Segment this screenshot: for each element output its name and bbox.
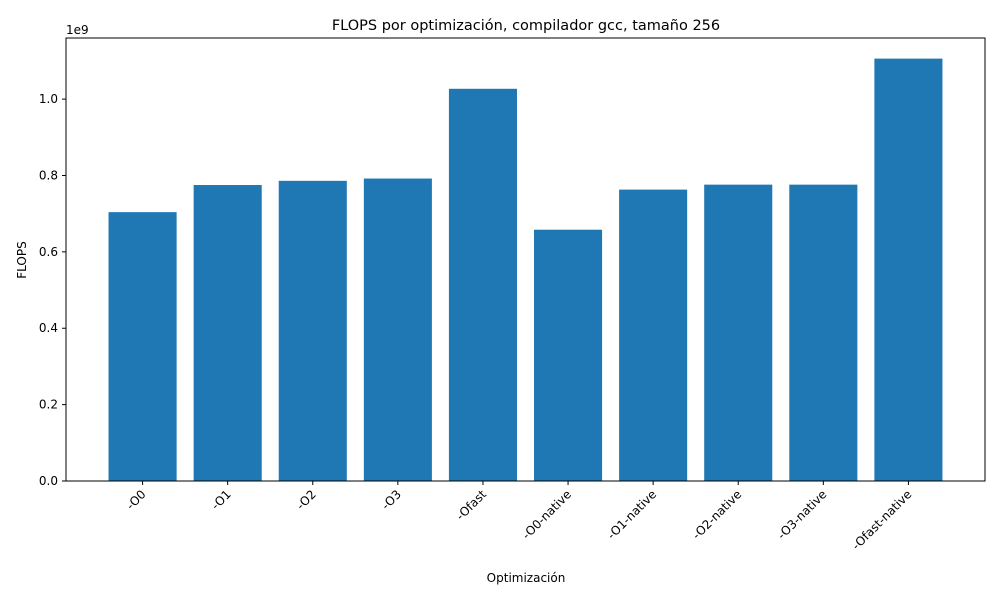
bar-ofast [448, 88, 517, 482]
x-tick-label: -Ofast-native [849, 487, 914, 552]
x-tick-label: -O1-native [604, 487, 659, 542]
bar-o0 [108, 212, 177, 481]
y-axis-title: FLOPS [15, 241, 29, 278]
y-tick-label: 0.6 [39, 245, 58, 259]
x-axis: -O0 -O1 -O2 -O3 -Ofast -O0-native -O1-native -O… [123, 481, 915, 553]
y-axis: 0.0 0.2 0.4 0.6 0.8 1.0 [39, 92, 66, 488]
bar-o1 [193, 185, 262, 482]
x-tick-label: -O0-native [519, 487, 574, 542]
x-tick-label: -O2-native [690, 487, 745, 542]
x-tick-label: -O1 [209, 487, 234, 512]
x-tick-label: -O2 [294, 487, 319, 512]
bar-o2 [278, 180, 347, 481]
bar-o0-native [534, 229, 603, 481]
bar-o1-native [619, 189, 688, 482]
bars-group [108, 58, 943, 482]
x-axis-title: Optimización [487, 571, 566, 585]
x-tick-label: -O3 [379, 487, 404, 512]
bar-ofast-native [874, 58, 943, 482]
y-tick-label: 0.2 [39, 398, 58, 412]
bar-o3 [363, 178, 432, 481]
y-offset-label: 1e9 [66, 23, 89, 37]
x-tick-label: -O3-native [775, 487, 830, 542]
plot-frame [65, 37, 986, 482]
y-tick-label: 0.4 [39, 321, 58, 335]
x-tick-label: -O0 [123, 487, 148, 512]
y-tick-label: 0.8 [39, 168, 58, 182]
bar-o3-native [789, 184, 858, 482]
x-tick-label: -Ofast [453, 487, 489, 523]
chart-title: FLOPS por optimización, compilador gcc, … [332, 18, 720, 34]
y-tick-label: 1.0 [39, 92, 58, 106]
y-tick-label: 0.0 [39, 474, 58, 488]
bar-o2-native [704, 184, 773, 482]
